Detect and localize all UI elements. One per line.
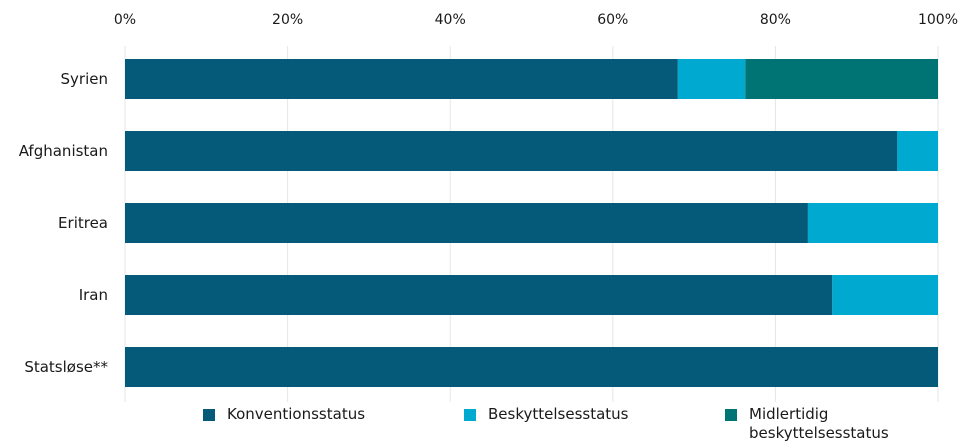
bar-segment — [897, 131, 938, 171]
category-label: Afghanistan — [19, 142, 108, 160]
category-label: Iran — [79, 286, 108, 304]
category-label: Syrien — [61, 70, 108, 88]
bar-segment — [125, 131, 898, 171]
bars — [125, 59, 938, 387]
x-axis-ticks: 0% 20% 40% 60% 80% 100% — [114, 12, 958, 28]
x-tick-label: 60% — [597, 12, 628, 28]
category-labels: Syrien Afghanistan Eritrea Iran Statsløse** — [19, 70, 109, 376]
bar-segment — [832, 275, 938, 315]
bar-segment — [125, 59, 678, 99]
bar-segment — [807, 203, 938, 243]
bar-segment — [125, 275, 833, 315]
x-tick-label: 100% — [918, 12, 958, 28]
category-label: Eritrea — [58, 214, 108, 232]
x-tick-label: 0% — [114, 12, 136, 28]
x-tick-label: 40% — [435, 12, 466, 28]
bar-segment — [745, 59, 938, 99]
bar-segment — [125, 203, 808, 243]
bar-segment — [677, 59, 746, 99]
category-label: Statsløse** — [24, 358, 108, 376]
bar-segment — [125, 347, 938, 387]
x-tick-label: 80% — [760, 12, 791, 28]
x-tick-label: 20% — [272, 12, 303, 28]
